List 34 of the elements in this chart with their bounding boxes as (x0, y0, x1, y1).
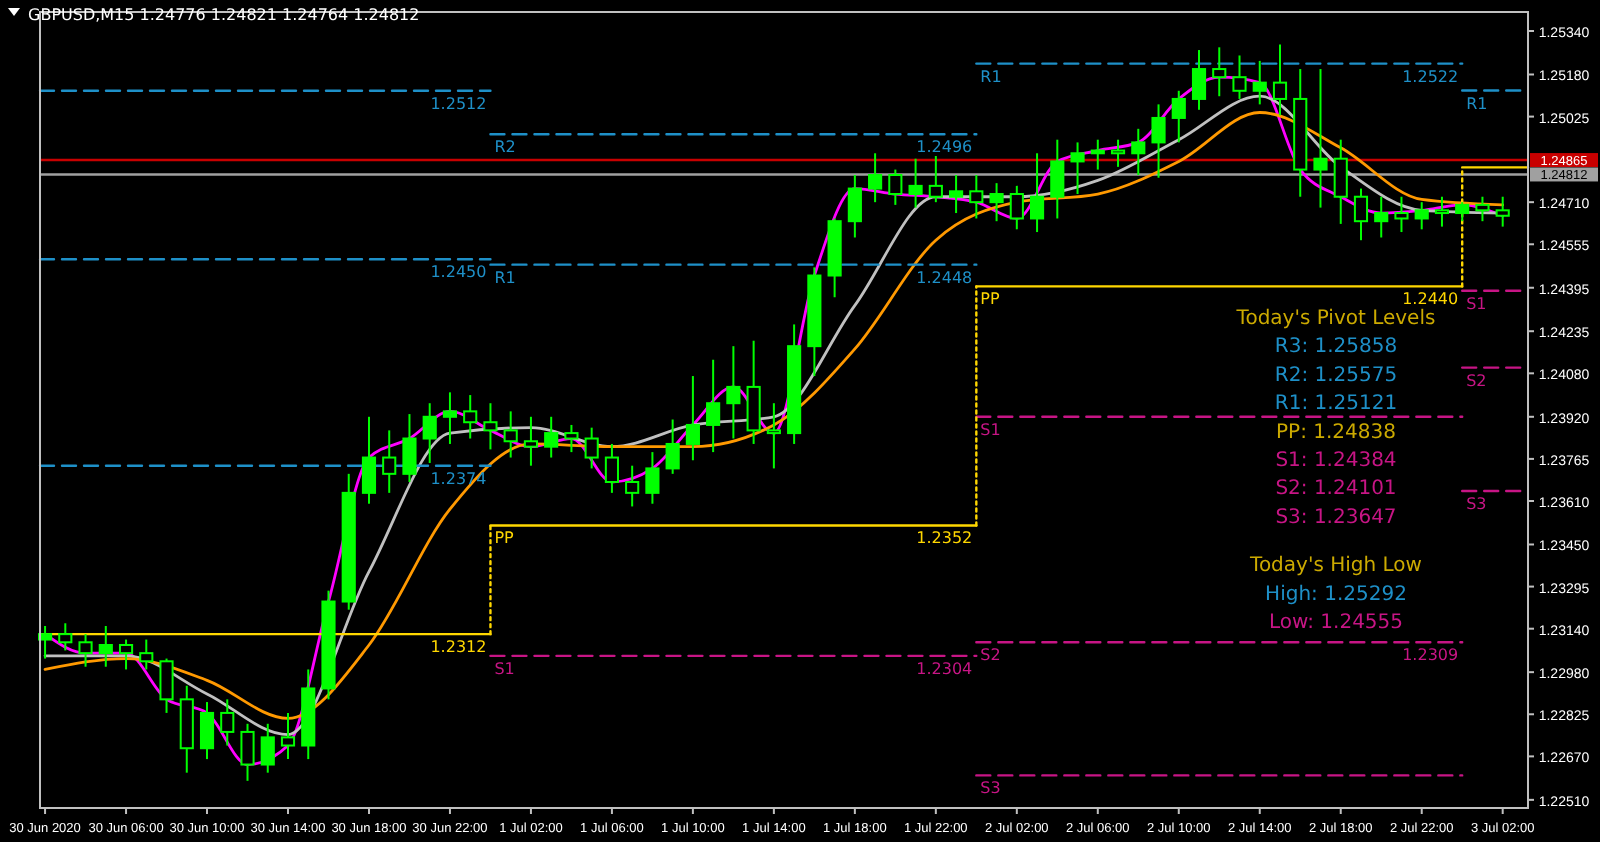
data-label: 1.2312 (430, 638, 487, 657)
annotation: R2: 1.25575 (1274, 364, 1398, 387)
series-label: S1 (494, 659, 515, 678)
annotation: S3: 1.23647 (1275, 506, 1397, 529)
series-label: S2 (980, 646, 1001, 665)
data-label: 1.2450 (430, 263, 487, 282)
series-label: R1 (980, 67, 1002, 86)
series-label: S1 (1466, 294, 1487, 313)
annotation: Low: 1.24555 (1268, 612, 1404, 634)
annotation: R3: 1.25858 (1274, 336, 1398, 359)
series-label: S2 (1466, 371, 1487, 390)
series-label: R1 (1466, 94, 1488, 113)
series-label: R1 (494, 268, 516, 287)
data-label: 1.2496 (916, 138, 973, 157)
series-label: PP (980, 290, 1000, 309)
series-label: PP (494, 529, 515, 548)
data-label: 1.2309 (1402, 646, 1459, 665)
annotation: R1: 1.25121 (1274, 393, 1398, 416)
data-label: 1.2522 (1402, 67, 1459, 86)
series-label: S3 (980, 779, 1001, 798)
annotation: S2: 1.24101 (1275, 478, 1397, 501)
data-label: 1.2304 (916, 659, 973, 678)
data-label: 1.2448 (916, 268, 973, 287)
series-label: R2 (494, 138, 516, 157)
annotation: Today's Pivot Levels (1234, 308, 1436, 330)
data-label: 1.2512 (430, 94, 487, 113)
annotation: High: 1.25292 (1265, 583, 1407, 606)
data-label: 1.2440 (1402, 290, 1459, 309)
series-label: S3 (1466, 494, 1487, 513)
annotation: S1: 1.24384 (1275, 450, 1397, 472)
series-label: S1 (980, 420, 1001, 439)
annotation: PP: 1.24838 (1276, 421, 1396, 444)
data-label: 1.2352 (916, 529, 973, 548)
annotation: Today's High Low (1248, 555, 1422, 578)
